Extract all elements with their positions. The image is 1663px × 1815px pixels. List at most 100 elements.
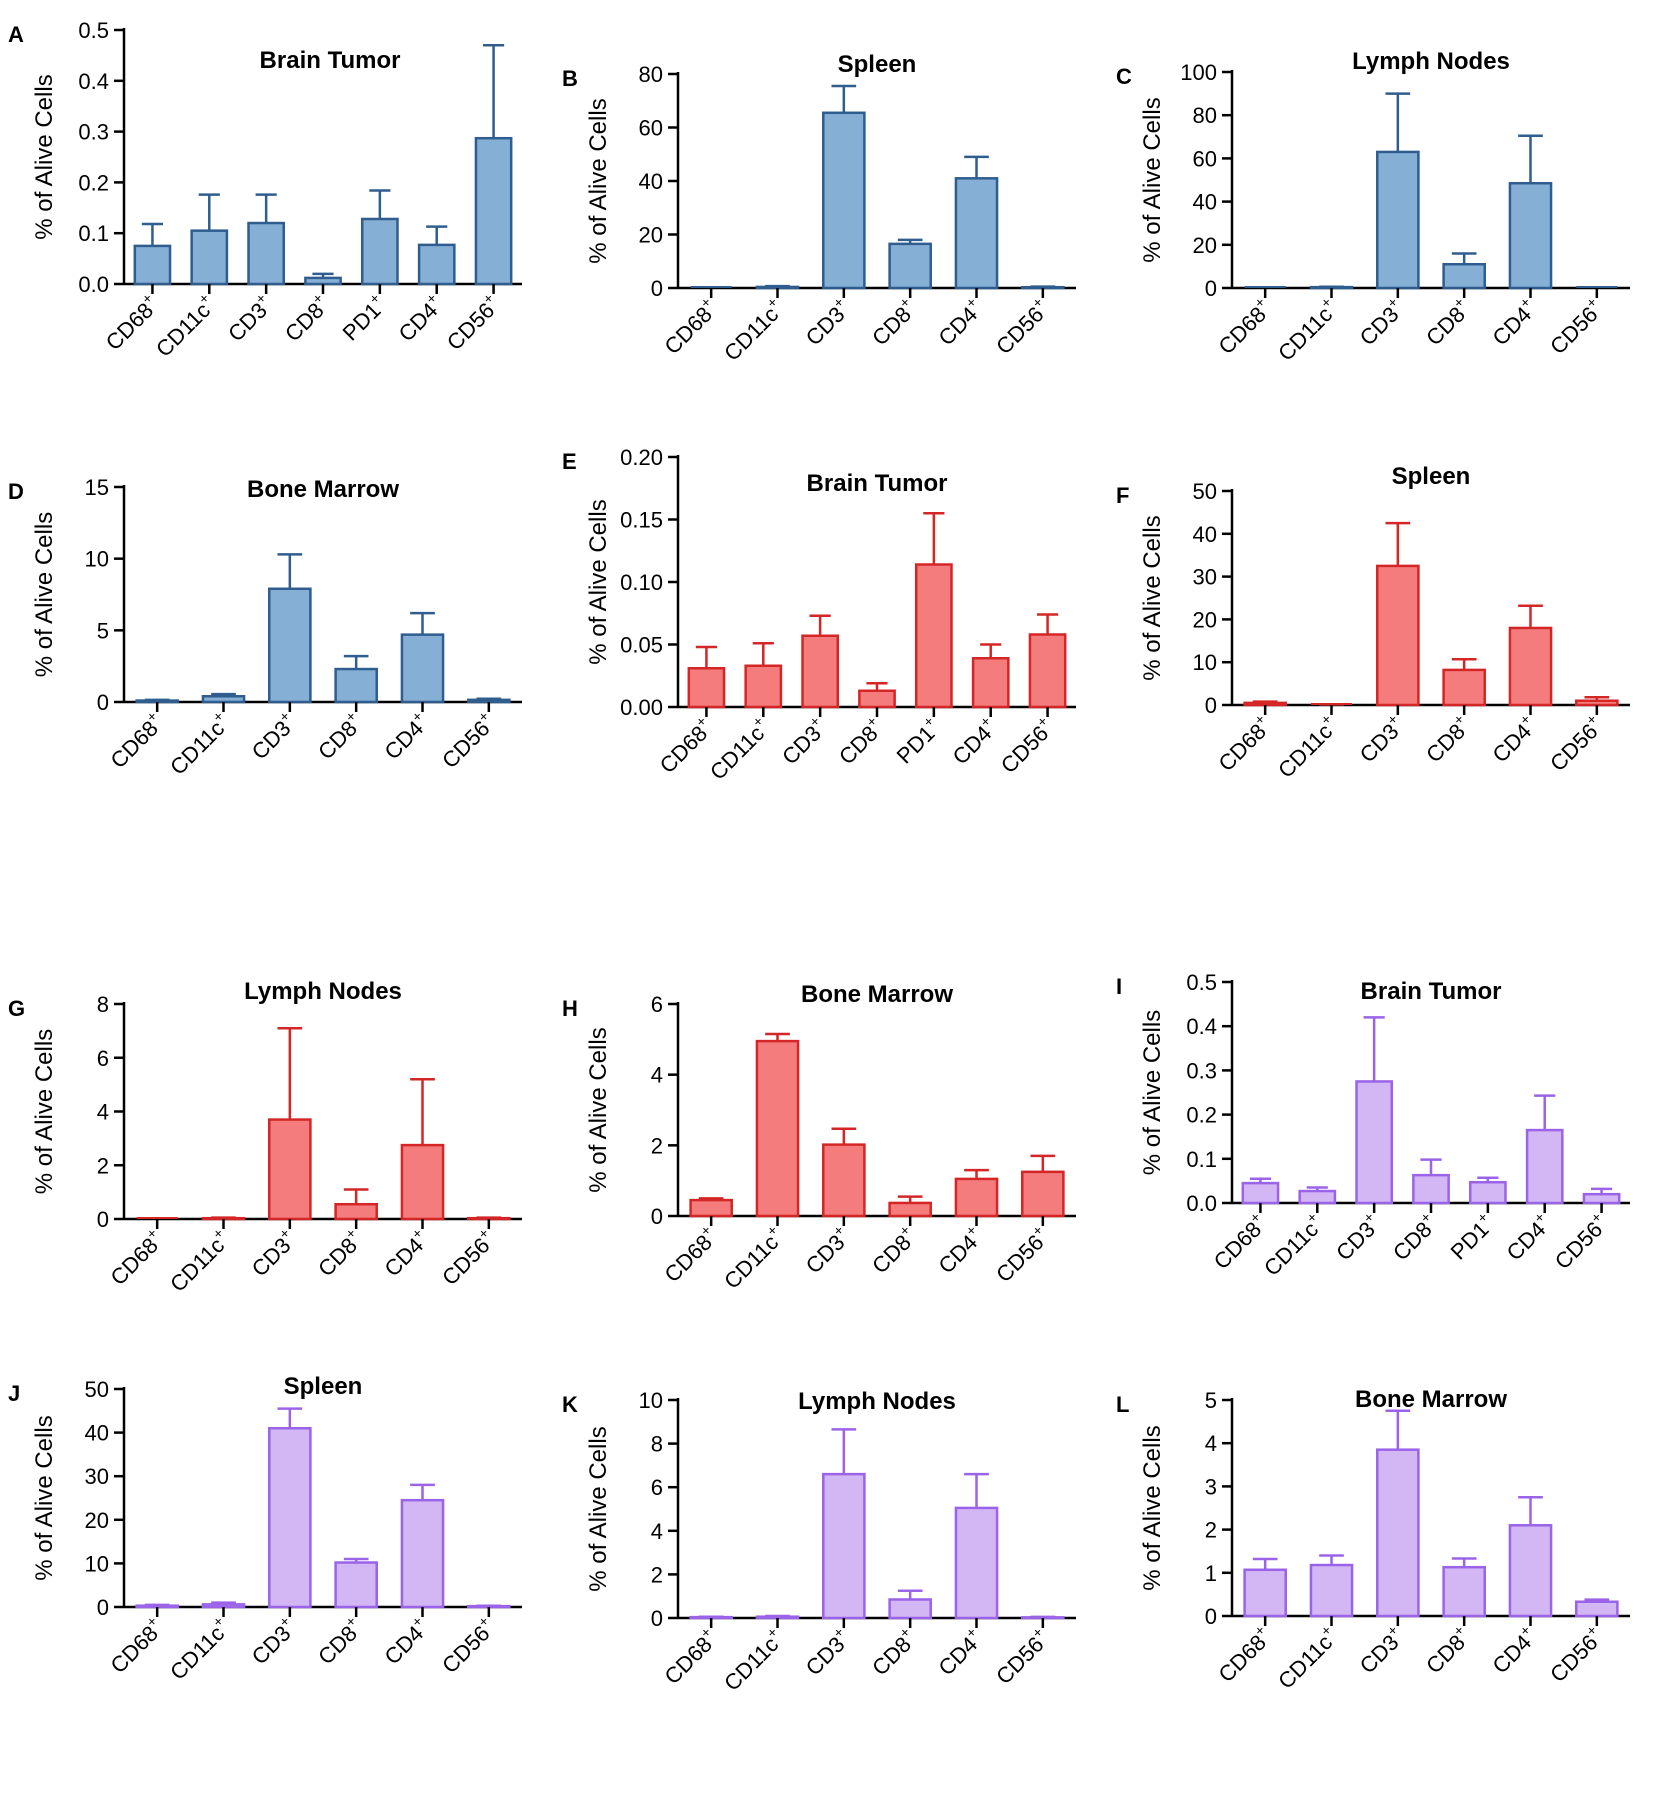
y-tick-label: 0.1 xyxy=(1186,1147,1217,1172)
bar-cd8 xyxy=(1442,262,1486,290)
chart-svg: H Bone Marrow % of Alive Cells 0 2 4 6 CD68+ CD1… xyxy=(562,981,1076,1294)
y-axis-label: % of Alive Cells xyxy=(1139,1425,1166,1590)
y-tick-label: 100 xyxy=(1180,60,1217,85)
x-tick-label: CD11c+ xyxy=(163,1225,235,1297)
chart-svg: K Lymph Nodes % of Alive Cells 0 2 4 6 8 10 CD68+… xyxy=(562,1388,1076,1696)
y-tick-label: 60 xyxy=(1193,146,1217,171)
x-tick-label: CD3+ xyxy=(221,290,278,347)
bar-cd11c xyxy=(190,229,229,286)
bar-cd3 xyxy=(1355,1080,1394,1205)
bar-cd4 xyxy=(400,1498,445,1609)
y-tick-label: 4 xyxy=(97,1100,109,1125)
x-tick-label: CD11c+ xyxy=(1271,711,1343,783)
x-tick-label: CD56+ xyxy=(1543,1622,1608,1687)
bar-cd4 xyxy=(417,243,456,286)
x-tick-label: CD56+ xyxy=(1543,294,1608,359)
x-tick-label: CD8+ xyxy=(311,1613,368,1670)
chart-title: Bone Marrow xyxy=(801,981,953,1008)
x-tick-label: CD3+ xyxy=(1353,1622,1410,1679)
x-tick-label: CD68+ xyxy=(103,708,168,773)
panel-letter: L xyxy=(1116,1392,1129,1417)
x-tick-label: CD8+ xyxy=(1419,1622,1476,1679)
bar-cd11c xyxy=(1298,1189,1337,1205)
y-axis-label: % of Alive Cells xyxy=(31,1415,58,1580)
bar-cd4 xyxy=(1508,626,1553,707)
x-tick-label: CD68+ xyxy=(103,1225,168,1290)
y-tick-label: 0.15 xyxy=(620,508,663,533)
panel-g: G Lymph Nodes% of Alive Cells 0 2 4 6 8 CD68+ CD… xyxy=(0,945,554,1400)
x-tick-label: CD68+ xyxy=(657,1222,722,1287)
y-tick-label: 0.5 xyxy=(1186,970,1217,995)
panel-b: B Spleen % of Alive Cells 0 20 40 60 80 CD68+ CD1… xyxy=(554,0,1108,455)
bar-cd4 xyxy=(400,1143,445,1221)
y-tick-label: 5 xyxy=(1205,1388,1217,1413)
y-tick-label: 50 xyxy=(85,1377,109,1402)
bar-cd8 xyxy=(334,1202,378,1221)
panel-letter: J xyxy=(8,1381,20,1406)
x-tick-label: CD4+ xyxy=(377,1613,434,1670)
y-tick-label: 4 xyxy=(1205,1431,1217,1456)
x-tick-label: CD56+ xyxy=(1548,1209,1613,1274)
y-tick-label: 0 xyxy=(651,276,663,301)
y-tick-label: 2 xyxy=(651,1133,663,1158)
panel-h: H Bone Marrow % of Alive Cells 0 2 4 6 CD68+ CD1… xyxy=(554,945,1108,1400)
x-tick-label: CD8+ xyxy=(1419,294,1476,351)
bar-cd8 xyxy=(888,1201,932,1218)
x-tick-label: CD4+ xyxy=(931,1222,988,1279)
bar-cd3 xyxy=(801,634,840,709)
bar-cd11c xyxy=(1309,1563,1354,1618)
x-tick-label: CD4+ xyxy=(931,1624,988,1681)
bar-cd3 xyxy=(1376,1448,1420,1618)
x-tick-label: PD1+ xyxy=(890,713,946,769)
x-tick-label: CD56+ xyxy=(989,1222,1054,1287)
x-tick-label: CD68+ xyxy=(1211,1622,1276,1687)
bar-cd8 xyxy=(888,242,932,290)
y-tick-label: 6 xyxy=(651,1475,663,1500)
x-tick-label: CD68+ xyxy=(103,1613,168,1678)
y-tick-label: 0.00 xyxy=(620,695,663,720)
bar-cd68 xyxy=(689,1198,733,1218)
y-tick-label: 15 xyxy=(85,475,109,500)
bar-cd3 xyxy=(247,221,286,286)
bar-cd11c xyxy=(201,695,246,704)
y-tick-label: 80 xyxy=(1193,103,1217,128)
panel-k: K Lymph Nodes % of Alive Cells 0 2 4 6 8 10 CD68+… xyxy=(554,1360,1108,1815)
y-tick-label: 30 xyxy=(85,1464,109,1489)
y-axis-label: % of Alive Cells xyxy=(1139,1010,1166,1175)
y-tick-label: 40 xyxy=(639,169,663,194)
x-tick-label: CD8+ xyxy=(311,1225,368,1282)
y-tick-label: 0 xyxy=(1205,276,1217,301)
x-tick-label: CD11c+ xyxy=(1271,294,1343,366)
y-tick-label: 80 xyxy=(639,62,663,87)
bar-cd3 xyxy=(822,111,866,290)
y-tick-label: 0.3 xyxy=(78,120,109,145)
y-axis-label: % of Alive Cells xyxy=(31,512,58,677)
bar-cd8 xyxy=(858,689,896,709)
y-tick-label: 0.0 xyxy=(78,272,109,297)
panel-f: F Spleen% of Alive Cells 0 10 20 30 40 50 CD68+ C… xyxy=(1108,455,1662,910)
x-tick-label: CD56+ xyxy=(989,294,1054,359)
bar-pd1 xyxy=(914,563,953,709)
x-tick-label: CD8+ xyxy=(1386,1209,1443,1266)
bar-cd56 xyxy=(1575,1600,1619,1618)
bar-cd11c xyxy=(744,664,783,709)
panel-d: D Bone Marrow% of Alive Cells 0 5 10 15 CD68+ C… xyxy=(0,455,554,910)
y-tick-label: 20 xyxy=(1193,233,1217,258)
y-tick-label: 3 xyxy=(1205,1474,1217,1499)
chart-title: Spleen xyxy=(1392,463,1471,490)
x-tick-label: CD8+ xyxy=(311,708,368,765)
bar-cd4 xyxy=(1508,181,1553,290)
x-tick-label: CD8+ xyxy=(278,290,335,347)
panel-e: E Brain Tumor % of Alive Cells 0.00 0.05 0.10… xyxy=(554,445,1108,910)
x-tick-label: CD3+ xyxy=(799,1624,856,1681)
x-tick-label: CD8+ xyxy=(865,1624,922,1681)
y-axis-label: % of Alive Cells xyxy=(31,1029,58,1194)
y-tick-label: 4 xyxy=(651,1063,663,1088)
x-tick-label: CD68+ xyxy=(1211,294,1276,359)
bar-cd11c xyxy=(201,1603,246,1609)
x-tick-label: CD56+ xyxy=(1543,711,1608,776)
x-tick-label: CD3+ xyxy=(1353,294,1410,351)
x-tick-label: CD8+ xyxy=(865,294,922,351)
